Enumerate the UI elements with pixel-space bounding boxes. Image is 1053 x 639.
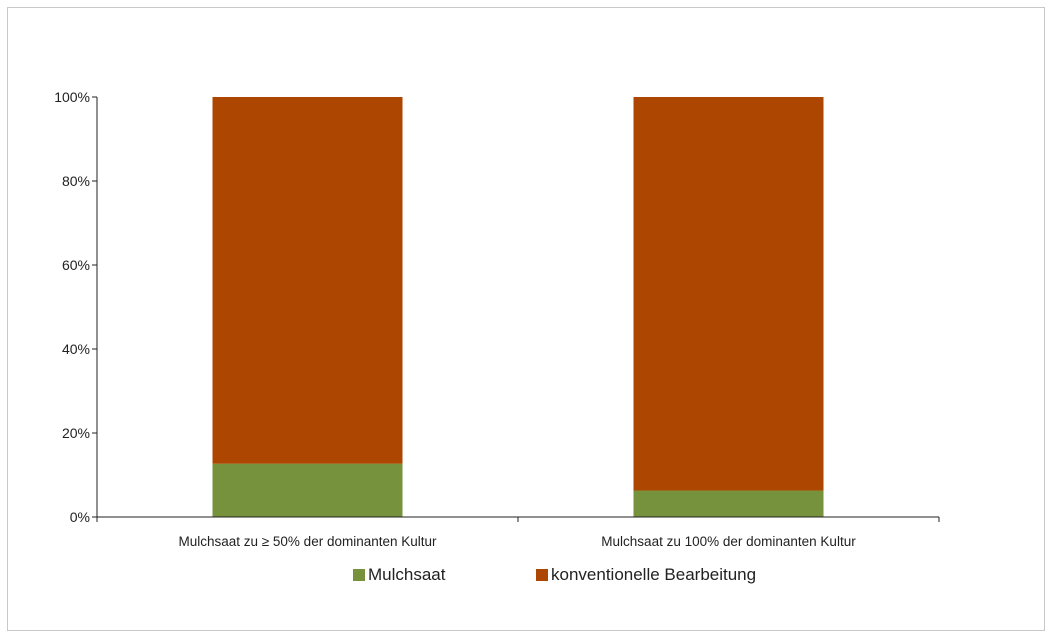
- legend-label-mulchsaat: Mulchsaat: [368, 565, 446, 584]
- chart-svg: Mulchsaat zu ≥ 50% der dominanten Kultur…: [54, 89, 940, 584]
- y-tick-label: 0%: [70, 509, 90, 525]
- legend-swatch-mulchsaat: [353, 569, 365, 581]
- legend: Mulchsaat konventionelle Bearbeitung: [353, 565, 756, 584]
- axes: Mulchsaat zu ≥ 50% der dominanten Kultur…: [54, 89, 940, 549]
- y-tick-label: 20%: [62, 425, 90, 441]
- x-tick-label: Mulchsaat zu ≥ 50% der dominanten Kultur: [178, 534, 437, 549]
- chart-frame: Mulchsaat zu ≥ 50% der dominanten Kultur…: [7, 7, 1045, 631]
- plot-area: [212, 97, 824, 517]
- bar-konventionell-2: [633, 97, 824, 491]
- y-tick-label: 100%: [54, 89, 90, 105]
- y-tick-label: 40%: [62, 341, 90, 357]
- y-tick-label: 80%: [62, 173, 90, 189]
- legend-label-konventionell: konventionelle Bearbeitung: [551, 565, 756, 584]
- bar-mulchsaat-1: [212, 463, 403, 517]
- x-tick-label: Mulchsaat zu 100% der dominanten Kultur: [601, 534, 856, 549]
- legend-swatch-konventionell: [536, 569, 548, 581]
- bar-konventionell-1: [212, 97, 403, 464]
- bar-mulchsaat-2: [633, 490, 824, 517]
- y-tick-label: 60%: [62, 257, 90, 273]
